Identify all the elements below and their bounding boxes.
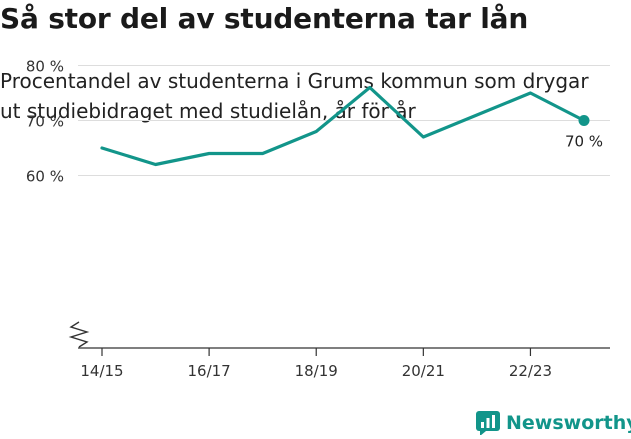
brand: Newsworthy	[476, 408, 631, 438]
gridlines	[78, 65, 610, 176]
x-tick-label: 16/17	[187, 362, 230, 380]
series-lines	[100, 85, 586, 167]
y-axis-labels: 60 % 70 % 80 %	[26, 58, 64, 186]
axis-break-icon	[68, 321, 90, 348]
y-tick-label: 70 %	[26, 113, 64, 131]
chart-subtitle: Procentandel av studenterna i Grums komm…	[0, 69, 589, 123]
y-tick-label: 60 %	[26, 168, 64, 186]
last-data-point	[578, 115, 590, 126]
newsworthy-logo-icon	[476, 411, 500, 435]
x-axis: 14/15 16/17 18/19 20/21 22/23	[68, 321, 610, 380]
data-points	[578, 115, 590, 126]
x-tick-label: 20/21	[402, 362, 445, 380]
series-line	[100, 85, 586, 167]
brand-name: Newsworthy	[506, 412, 631, 434]
x-tick-label: 14/15	[80, 362, 123, 380]
data-labels: 70 %	[565, 133, 603, 151]
x-tick-label: 18/19	[295, 362, 338, 380]
y-tick-label: 80 %	[26, 58, 64, 76]
x-tick-label: 22/23	[509, 362, 552, 380]
chart-title: Så stor del av studenterna tar lån	[0, 2, 529, 35]
last-point-label: 70 %	[565, 133, 603, 151]
